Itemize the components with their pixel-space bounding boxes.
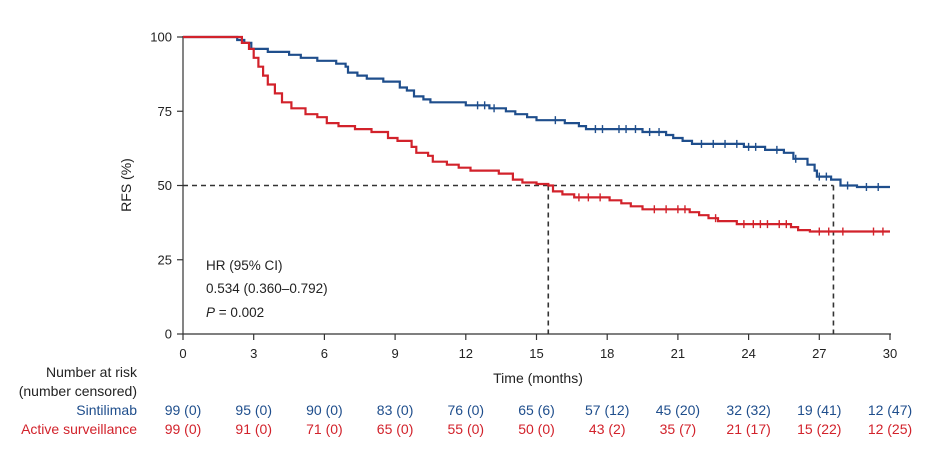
x-tick-label: 0 (179, 346, 186, 361)
series-sintilimab (183, 35, 890, 191)
risk-value: 95 (0) (235, 402, 272, 418)
series-active-surveillance (183, 35, 890, 236)
risk-row-label: Sintilimab (76, 402, 137, 418)
y-tick-label: 100 (150, 30, 172, 45)
risk-value: 65 (6) (518, 402, 555, 418)
x-tick-label: 18 (600, 346, 614, 361)
risk-value: 91 (0) (235, 421, 272, 437)
x-tick-label: 15 (529, 346, 543, 361)
risk-table-heading-1: Number at risk (46, 364, 138, 380)
risk-value: 55 (0) (448, 421, 485, 437)
risk-value: 99 (0) (165, 421, 202, 437)
x-tick-label: 21 (671, 346, 685, 361)
hr-value: 0.534 (0.360–0.792) (206, 281, 328, 296)
risk-value: 57 (12) (585, 402, 629, 418)
risk-value: 15 (22) (797, 421, 841, 437)
risk-row-label: Active surveillance (21, 421, 137, 437)
risk-value: 43 (2) (589, 421, 626, 437)
risk-value: 99 (0) (165, 402, 202, 418)
median-reference-lines (183, 184, 835, 334)
x-tick-label: 12 (459, 346, 473, 361)
risk-value: 50 (0) (518, 421, 555, 437)
x-tick-label: 6 (321, 346, 328, 361)
risk-value: 12 (25) (868, 421, 912, 437)
risk-value: 90 (0) (306, 402, 343, 418)
km-curve (183, 35, 890, 233)
x-tick-label: 24 (741, 346, 755, 361)
y-tick-label: 50 (158, 178, 172, 193)
y-tick-label: 75 (158, 104, 172, 119)
risk-value: 71 (0) (306, 421, 343, 437)
x-tick-label: 9 (391, 346, 398, 361)
hr-label: HR (95% CI) (206, 258, 283, 273)
survival-curves (183, 35, 890, 236)
risk-value: 76 (0) (448, 402, 485, 418)
x-tick-label: 27 (812, 346, 826, 361)
y-tick-label: 0 (165, 327, 172, 342)
risk-value: 83 (0) (377, 402, 414, 418)
risk-table: Sintilimab 99 (0) 95 (0) 90 (0) 83 (0) 76 (0)… (21, 402, 912, 437)
y-tick-label: 25 (158, 252, 172, 267)
risk-value: 45 (20) (656, 402, 700, 418)
x-tick-label: 3 (250, 346, 257, 361)
hazard-ratio-annotation: HR (95% CI) 0.534 (0.360–0.792) P = 0.00… (206, 258, 328, 320)
p-value-text: = 0.002 (215, 305, 264, 320)
x-axis-title: Time (months) (493, 370, 583, 386)
y-axis-title: RFS (%) (118, 158, 134, 212)
risk-value: 19 (41) (797, 402, 841, 418)
risk-value: 32 (32) (726, 402, 770, 418)
risk-value: 35 (7) (660, 421, 697, 437)
axes: 0 25 50 75 100 0 3 6 9 12 15 18 21 24 27 30 (150, 30, 897, 362)
p-label: P (206, 305, 215, 320)
risk-value: 65 (0) (377, 421, 414, 437)
risk-value: 21 (17) (726, 421, 770, 437)
km-curve (183, 35, 890, 189)
x-tick-label: 30 (883, 346, 897, 361)
risk-value: 12 (47) (868, 402, 912, 418)
p-value: P = 0.002 (206, 305, 264, 320)
risk-table-heading-2: (number censored) (19, 383, 137, 399)
